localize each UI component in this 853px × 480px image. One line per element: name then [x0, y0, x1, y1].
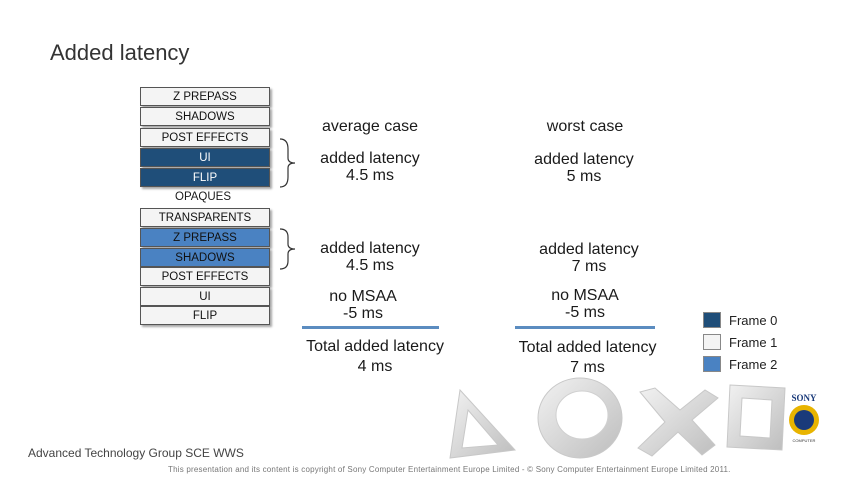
msaa-value: -5 ms — [343, 305, 383, 322]
pass-bar: TRANSPARENTS — [140, 208, 270, 227]
divider-line — [302, 326, 439, 329]
legend-swatch-frame-1 — [703, 334, 721, 350]
total-value: 4 ms — [357, 358, 393, 375]
copyright-text: This presentation and its content is cop… — [168, 465, 731, 474]
latency-value: 7 ms — [571, 258, 607, 275]
legend-label: Frame 2 — [729, 357, 778, 372]
pass-bar: Z PREPASS — [140, 87, 270, 106]
average-case-header: average case — [321, 118, 419, 135]
playstation-shapes-icon — [449, 377, 786, 459]
total-value: 7 ms — [570, 359, 605, 376]
footer-text: Advanced Technology Group SCE WWS — [28, 446, 244, 460]
legend-label: Frame 0 — [729, 313, 778, 328]
worst-total: Total added latency 7 ms — [500, 338, 675, 378]
pass-bar: SHADOWS — [140, 248, 270, 267]
pass-bar: OPAQUES — [175, 191, 232, 203]
svg-text:COMPUTER: COMPUTER — [793, 438, 816, 443]
worst-no-msaa: no MSAA -5 ms — [515, 287, 655, 321]
worst-latency-1: added latency 5 ms — [512, 151, 656, 185]
latency-label: added latency — [534, 151, 634, 168]
legend-label: Frame 1 — [729, 335, 778, 350]
worst-latency-2: added latency 7 ms — [517, 241, 661, 275]
pass-bar: POST EFFECTS — [140, 128, 270, 147]
brace-icon — [279, 228, 296, 270]
latency-value: 4.5 ms — [345, 257, 394, 274]
pass-bar: SHADOWS — [140, 107, 270, 126]
worst-case-header: worst case — [546, 118, 624, 135]
msaa-label: no MSAA — [329, 288, 397, 305]
pass-bar: FLIP — [140, 168, 270, 187]
divider-line — [515, 326, 655, 329]
latency-label: added latency — [539, 241, 639, 258]
msaa-value: -5 ms — [565, 304, 605, 321]
latency-label: added latency — [320, 240, 420, 257]
slide-title: Added latency — [50, 40, 190, 65]
average-total: Total added latency 4 ms — [290, 337, 460, 377]
total-label: Total added latency — [518, 339, 657, 356]
legend-swatch-frame-2 — [703, 356, 721, 372]
brace-icon — [279, 138, 296, 188]
sony-logo: SONY COMPUTER — [784, 392, 824, 446]
msaa-label: no MSAA — [551, 287, 619, 304]
svg-text:SONY: SONY — [791, 393, 817, 403]
pass-bar: FLIP — [140, 306, 270, 325]
average-latency-1: added latency 4.5 ms — [298, 150, 442, 184]
latency-value: 4.5 ms — [345, 167, 394, 184]
total-label: Total added latency — [306, 338, 444, 355]
legend-swatch-frame-0 — [703, 312, 721, 328]
pass-bar: UI — [140, 287, 270, 306]
pass-bar: Z PREPASS — [140, 228, 270, 247]
pass-bar: UI — [140, 148, 270, 167]
pass-bar: POST EFFECTS — [140, 267, 270, 286]
latency-value: 5 ms — [566, 168, 602, 185]
average-no-msaa: no MSAA -5 ms — [293, 288, 433, 322]
average-latency-2: added latency 4.5 ms — [298, 240, 442, 274]
latency-label: added latency — [320, 150, 420, 167]
